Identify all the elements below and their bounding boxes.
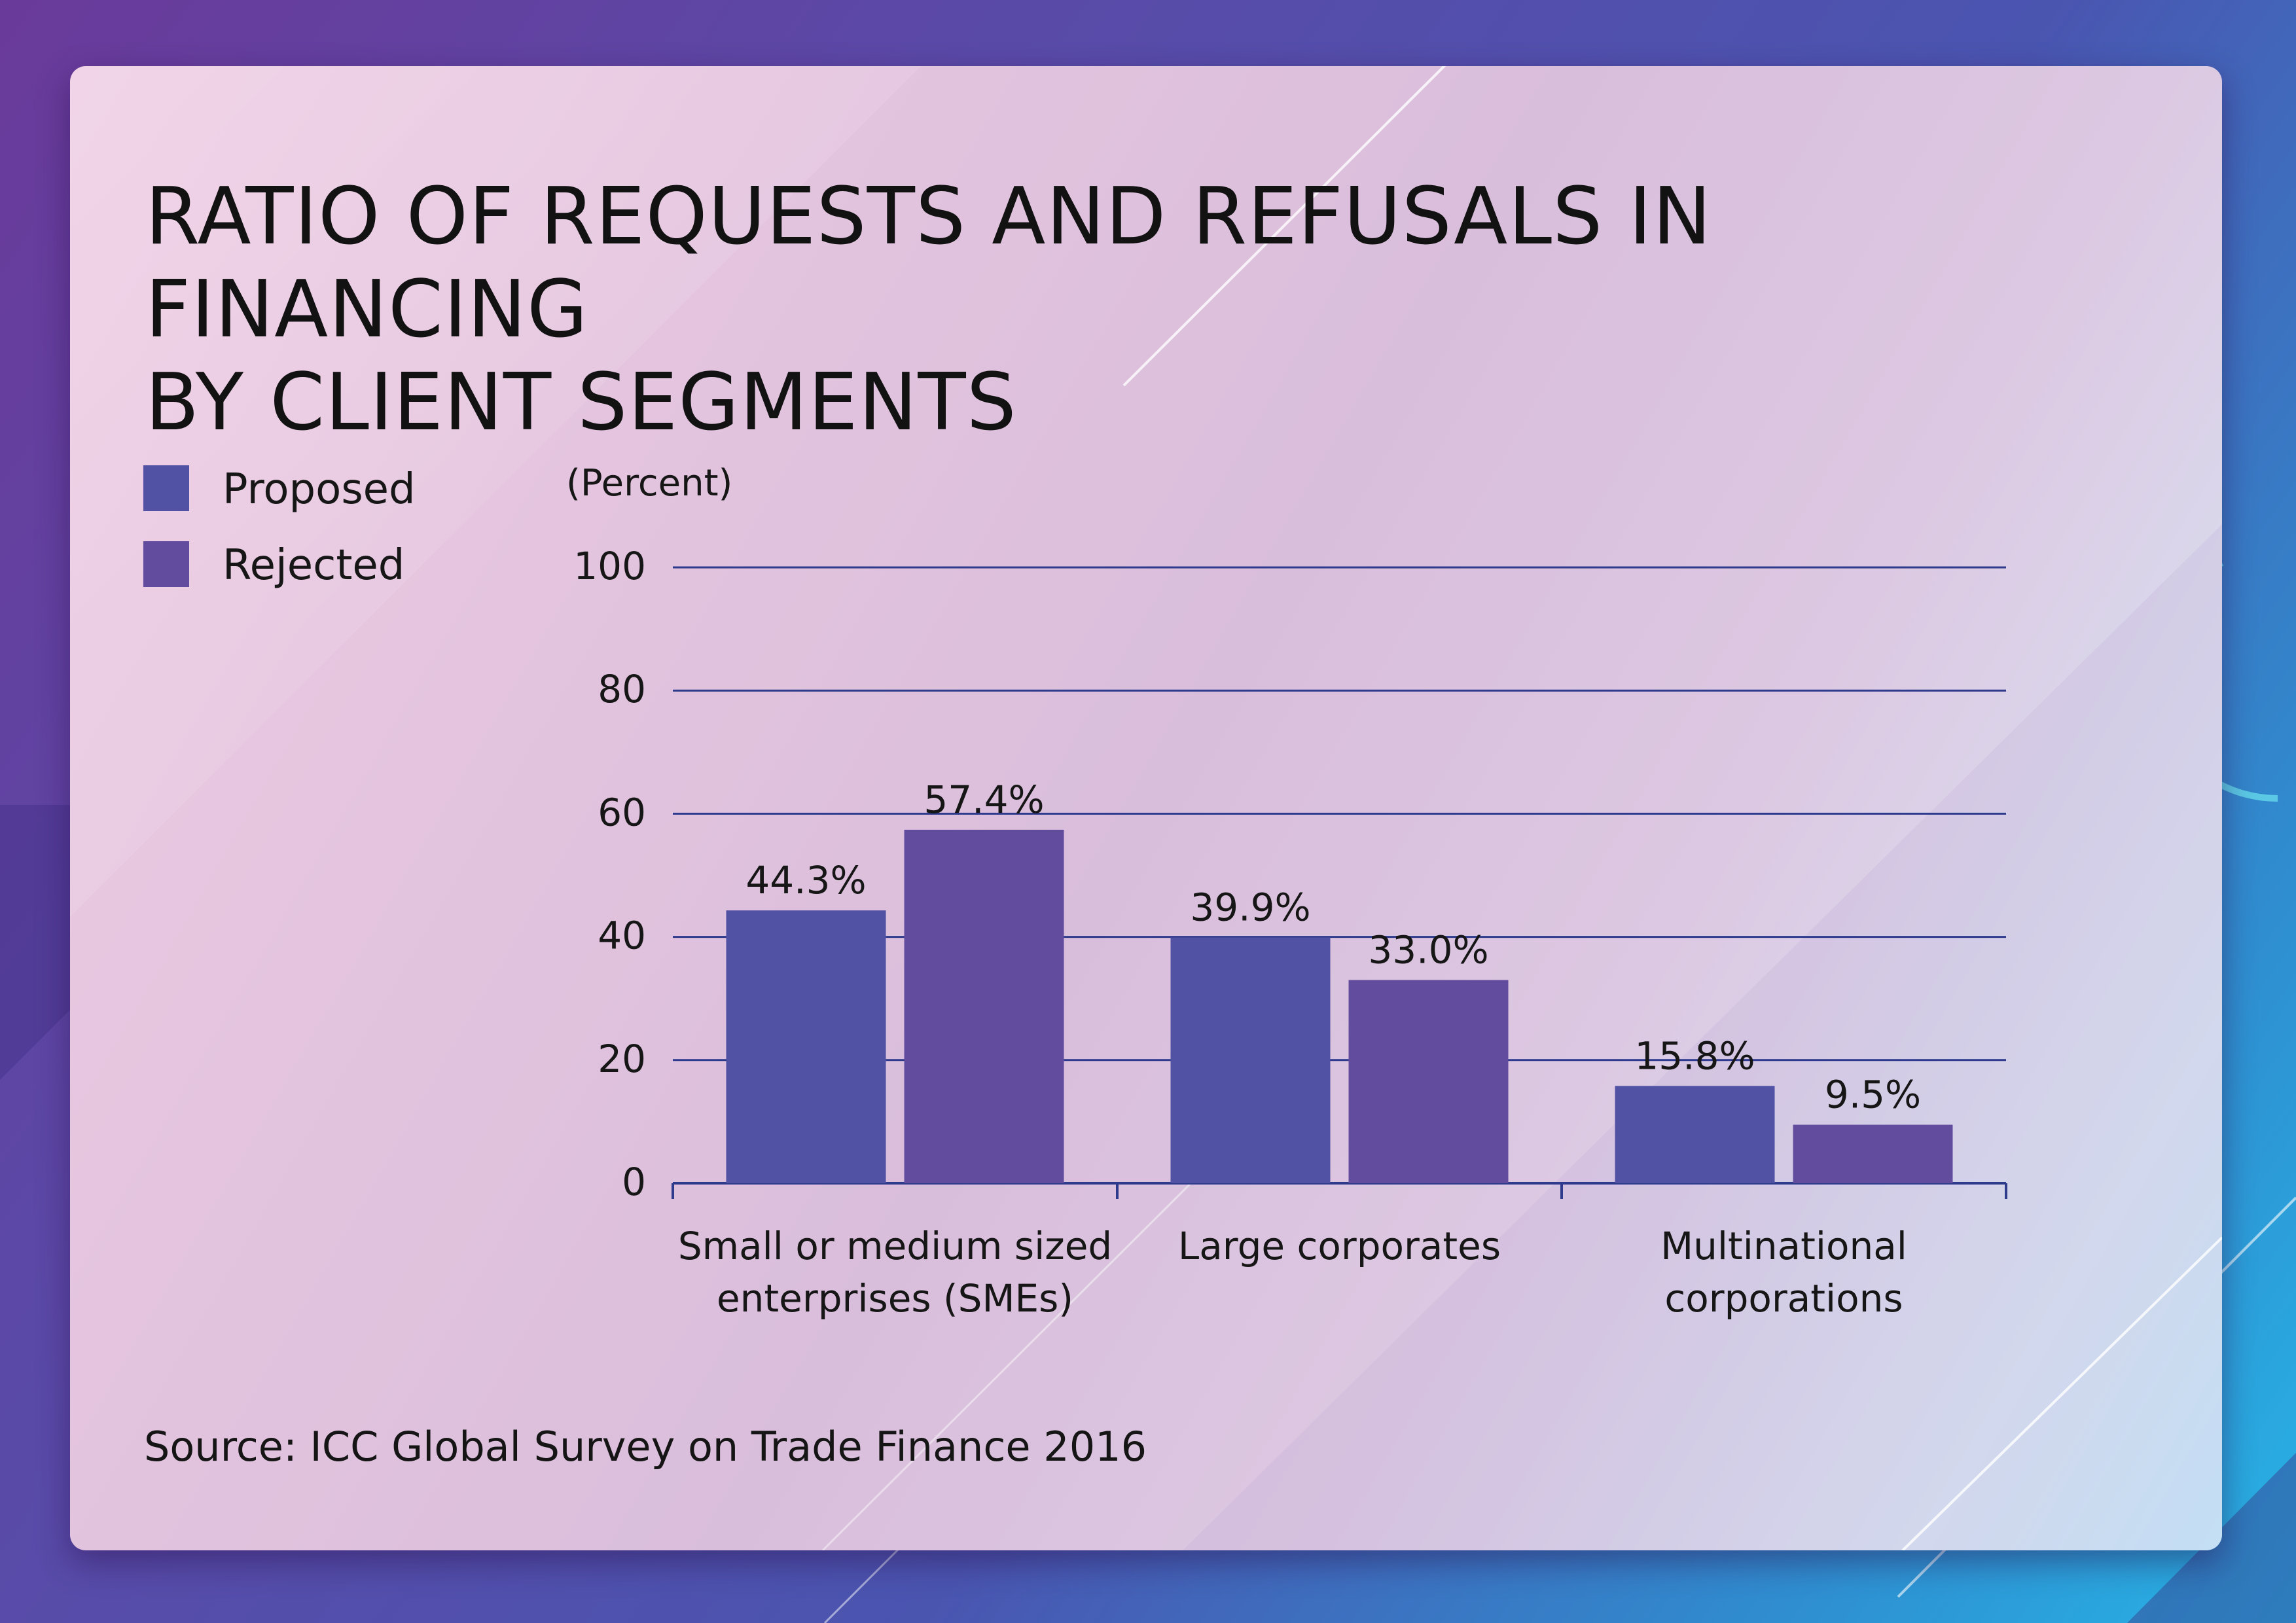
y-axis-unit-label: (Percent) [566, 462, 732, 505]
legend-swatch-rejected [143, 541, 189, 587]
bar-rejected [1793, 1124, 1953, 1183]
chart-title: RATIO OF REQUESTS AND REFUSALS IN FINANC… [145, 171, 2174, 450]
chart-card: RATIO OF REQUESTS AND REFUSALS IN FINANC… [70, 66, 2222, 1550]
y-tick-label: 40 [598, 914, 646, 958]
data-label: 39.9% [1190, 885, 1310, 930]
card-gloss [70, 66, 2222, 1550]
x-category-label: Multinational [1660, 1224, 1907, 1268]
data-label: 15.8% [1634, 1033, 1755, 1078]
y-tick-label: 80 [598, 667, 646, 711]
x-category-label: enterprises (SMEs) [717, 1276, 1073, 1321]
data-label: 44.3% [745, 858, 866, 902]
data-label: 57.4% [924, 777, 1044, 822]
y-tick-label: 0 [622, 1160, 646, 1204]
data-label: 33.0% [1368, 927, 1488, 972]
legend-swatch-proposed [143, 465, 189, 511]
legend-label-rejected: Rejected [223, 541, 405, 590]
chart-title-line-1: RATIO OF REQUESTS AND REFUSALS IN FINANC… [145, 171, 1712, 355]
y-tick-label: 60 [598, 790, 646, 834]
x-category-label: Large corporates [1178, 1224, 1501, 1268]
chart-title-line-2: BY CLIENT SEGMENTS [145, 357, 1017, 448]
data-label: 9.5% [1825, 1073, 1921, 1117]
bar-rejected [1348, 980, 1509, 1183]
y-tick-label: 100 [573, 544, 646, 588]
bar-proposed [1615, 1086, 1775, 1183]
source-note: Source: ICC Global Survey on Trade Finan… [144, 1423, 1147, 1471]
bar-chart: (Percent) 0 20 40 60 80 100 44.3% 57.4% Small or … [566, 462, 2007, 1321]
legend-label-proposed: Proposed [223, 465, 416, 514]
x-category-label: corporations [1664, 1276, 1903, 1321]
bar-proposed [1170, 937, 1331, 1183]
bar-rejected [904, 829, 1064, 1183]
y-tick-label: 20 [598, 1037, 646, 1081]
bar-proposed [726, 910, 886, 1183]
x-category-label: Small or medium sized [678, 1224, 1112, 1268]
